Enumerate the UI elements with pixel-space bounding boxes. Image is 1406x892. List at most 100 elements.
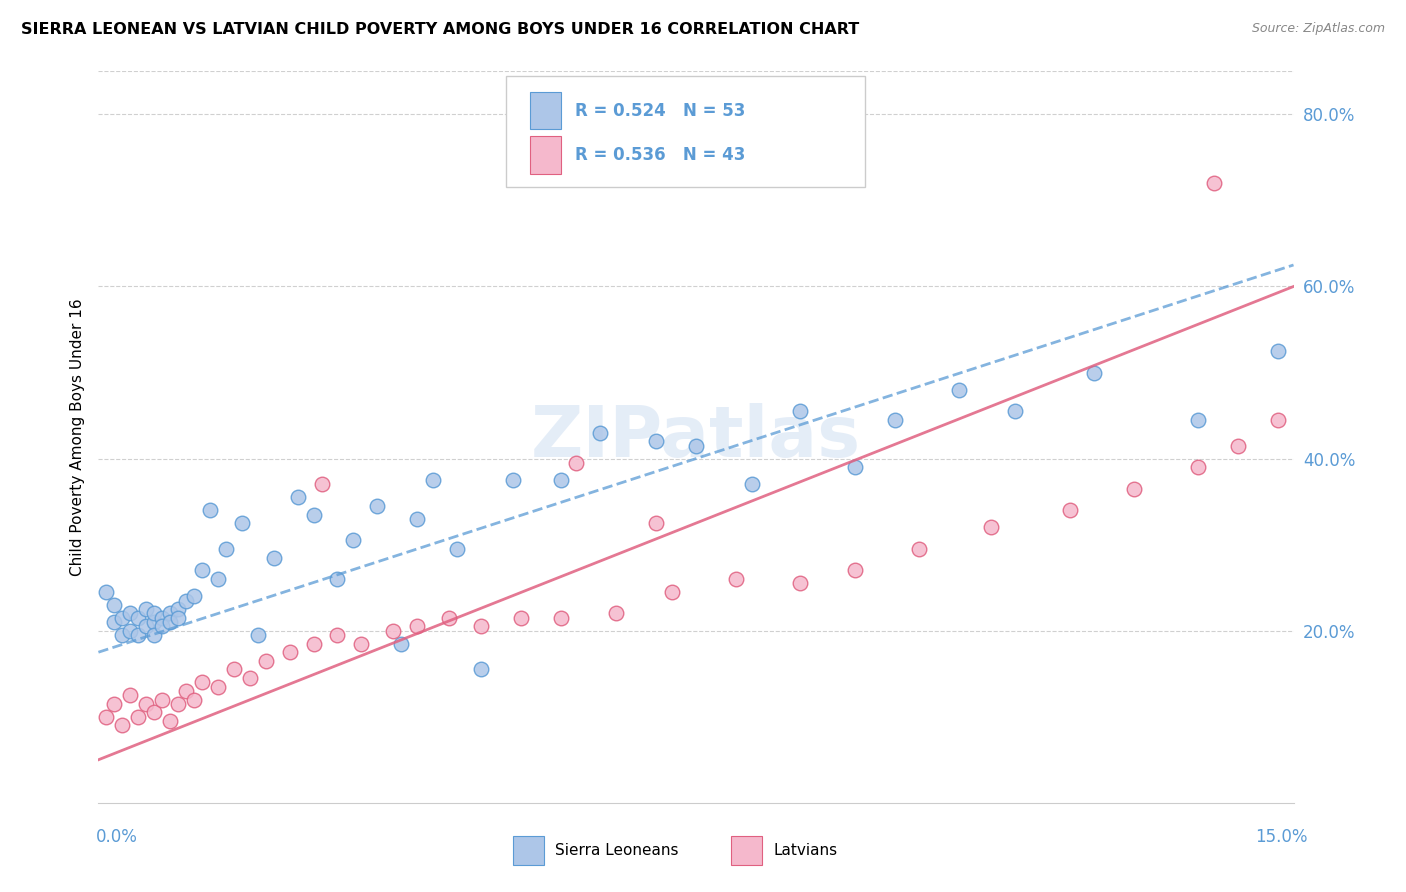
- Point: [127, 628, 149, 642]
- Point: [191, 564, 214, 578]
- Point: [135, 602, 157, 616]
- Text: Latvians: Latvians: [773, 843, 838, 858]
- Point: [103, 615, 125, 629]
- Point: [143, 628, 166, 642]
- Point: [120, 624, 142, 638]
- Point: [143, 615, 166, 629]
- Point: [183, 589, 205, 603]
- Point: [550, 611, 572, 625]
- Y-axis label: Child Poverty Among Boys Under 16: Child Poverty Among Boys Under 16: [69, 298, 84, 576]
- Point: [150, 692, 173, 706]
- Point: [980, 520, 1002, 534]
- Point: [167, 611, 190, 625]
- Point: [908, 541, 931, 556]
- Point: [167, 602, 190, 616]
- Point: [311, 477, 333, 491]
- Point: [406, 619, 429, 633]
- Point: [231, 516, 253, 530]
- Point: [589, 425, 612, 440]
- Point: [389, 637, 412, 651]
- Point: [111, 718, 134, 732]
- Point: [645, 434, 668, 449]
- Point: [741, 477, 763, 491]
- Text: Source: ZipAtlas.com: Source: ZipAtlas.com: [1251, 22, 1385, 36]
- Text: ZIPatlas: ZIPatlas: [531, 402, 860, 472]
- Point: [191, 675, 214, 690]
- Point: [96, 585, 118, 599]
- Point: [948, 383, 970, 397]
- Point: [183, 692, 205, 706]
- Point: [661, 585, 683, 599]
- Text: Sierra Leoneans: Sierra Leoneans: [555, 843, 679, 858]
- Point: [1083, 366, 1105, 380]
- Point: [605, 607, 627, 621]
- Point: [502, 473, 524, 487]
- Point: [246, 628, 269, 642]
- Point: [406, 512, 429, 526]
- Text: SIERRA LEONEAN VS LATVIAN CHILD POVERTY AMONG BOYS UNDER 16 CORRELATION CHART: SIERRA LEONEAN VS LATVIAN CHILD POVERTY …: [21, 22, 859, 37]
- Point: [174, 684, 197, 698]
- Point: [159, 607, 181, 621]
- Point: [150, 619, 173, 633]
- Point: [198, 503, 221, 517]
- Point: [254, 654, 277, 668]
- Point: [645, 516, 668, 530]
- Point: [103, 598, 125, 612]
- Point: [724, 572, 747, 586]
- Point: [685, 439, 707, 453]
- Point: [446, 541, 468, 556]
- Point: [302, 637, 325, 651]
- Point: [326, 628, 349, 642]
- Point: [565, 456, 588, 470]
- Point: [278, 645, 301, 659]
- Text: R = 0.524   N = 53: R = 0.524 N = 53: [575, 102, 745, 120]
- Point: [1123, 482, 1146, 496]
- Point: [207, 572, 229, 586]
- Point: [437, 611, 460, 625]
- Point: [239, 671, 262, 685]
- Point: [326, 572, 349, 586]
- Point: [470, 662, 492, 676]
- Point: [470, 619, 492, 633]
- Point: [174, 593, 197, 607]
- Point: [207, 680, 229, 694]
- Text: R = 0.536   N = 43: R = 0.536 N = 43: [575, 146, 745, 164]
- Point: [1226, 439, 1249, 453]
- Point: [103, 697, 125, 711]
- Point: [150, 611, 173, 625]
- Point: [127, 710, 149, 724]
- Point: [844, 564, 866, 578]
- Point: [120, 688, 142, 702]
- Point: [135, 697, 157, 711]
- Point: [111, 611, 134, 625]
- Point: [382, 624, 405, 638]
- Point: [844, 460, 866, 475]
- Point: [884, 413, 907, 427]
- Point: [159, 714, 181, 728]
- Point: [222, 662, 245, 676]
- Point: [215, 541, 238, 556]
- Point: [789, 404, 811, 418]
- Point: [1187, 413, 1209, 427]
- Point: [342, 533, 364, 548]
- Point: [111, 628, 134, 642]
- Point: [1202, 176, 1225, 190]
- Point: [350, 637, 373, 651]
- Point: [143, 706, 166, 720]
- Point: [167, 697, 190, 711]
- Text: 15.0%: 15.0%: [1256, 828, 1308, 846]
- Point: [366, 499, 388, 513]
- Point: [422, 473, 444, 487]
- Point: [127, 611, 149, 625]
- Point: [1004, 404, 1026, 418]
- Point: [1267, 413, 1289, 427]
- Point: [135, 619, 157, 633]
- Point: [789, 576, 811, 591]
- Point: [1267, 344, 1289, 359]
- Point: [120, 607, 142, 621]
- Point: [1187, 460, 1209, 475]
- Point: [287, 491, 309, 505]
- Point: [1059, 503, 1081, 517]
- Point: [143, 607, 166, 621]
- Point: [302, 508, 325, 522]
